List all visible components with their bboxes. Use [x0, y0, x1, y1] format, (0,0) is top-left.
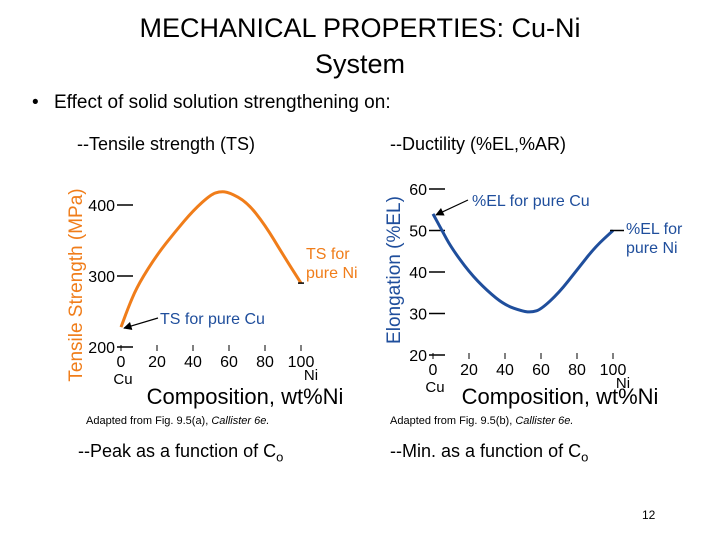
el-x-tick-label-60: 60: [532, 362, 550, 379]
left-caption: Adapted from Fig. 9.5(a), Callister 6e.: [86, 415, 269, 427]
el-x-end-label-ni: Ni: [616, 375, 630, 392]
el-y-tick-label-20: 20: [409, 348, 427, 365]
el-y-tick-label-50: 50: [409, 224, 427, 241]
right-bottom-sub: o: [581, 449, 589, 465]
bullet-point: • Effect of solid solution strengthening …: [32, 92, 391, 114]
el-y-axis-title: Elongation (%EL): [384, 196, 405, 344]
left-bottom-note: --Peak as a function of Co: [78, 441, 283, 465]
ts-y-tick-label-400: 400: [88, 198, 115, 215]
ts-x-tick-label-80: 80: [256, 354, 274, 371]
bullet-text: Effect of solid solution strengthening o…: [54, 92, 391, 113]
left-subtitle: --Tensile strength (TS): [77, 134, 256, 154]
right-caption-italic: Callister 6e.: [515, 415, 574, 427]
ts-x-end-label-ni: Ni: [304, 367, 318, 384]
ts-y-axis-title: Tensile Strength (MPa): [66, 188, 87, 381]
left-caption-italic: Callister 6e.: [211, 415, 270, 427]
el-x-tick-label-100: 100: [600, 362, 627, 379]
el-x-end-label-cu: Cu: [425, 379, 444, 396]
el-x-axis-title: Composition, wt%Ni: [462, 384, 659, 409]
ts-x-axis-title: Composition, wt%Ni: [147, 384, 344, 409]
right-caption: Adapted from Fig. 9.5(b), Callister 6e.: [390, 415, 573, 427]
slide-title: MECHANICAL PROPERTIES: Cu-Ni System: [0, 10, 720, 82]
el-y-tick-label-30: 30: [409, 307, 427, 324]
ts-x-tick-label-100: 100: [288, 354, 315, 371]
el-series-line: [431, 213, 615, 314]
title-line-1: MECHANICAL PROPERTIES: Cu-Ni: [139, 13, 581, 43]
el-annotation-cu: %EL for pure Cu: [472, 193, 590, 210]
ts-annotation-cu-arrow: [123, 317, 159, 330]
right-subtitle: --Ductility (%EL,%AR): [390, 134, 567, 154]
ts-annotation-cu: TS for pure Cu: [160, 311, 265, 328]
ts-annotation-ni: TS for pure Ni: [306, 246, 358, 282]
ts-x-tick-label-40: 40: [184, 354, 202, 371]
page-number: 12: [642, 508, 656, 522]
left-bottom-sub: o: [276, 449, 284, 465]
ts-x-tick-label-60: 60: [220, 354, 238, 371]
ts-series-line: [119, 190, 303, 328]
ts-x-end-label-cu: Cu: [113, 371, 132, 388]
left-bottom-text: --Peak as a function of C: [78, 441, 277, 461]
title-line-2: System: [314, 49, 406, 79]
bullet-dot: •: [32, 92, 39, 113]
left-caption-prefix: Adapted from Fig. 9.5(a),: [86, 415, 212, 427]
right-caption-prefix: Adapted from Fig. 9.5(b),: [390, 415, 516, 427]
el-y-tick-label-40: 40: [409, 265, 427, 282]
el-x-tick-label-80: 80: [568, 362, 586, 379]
right-bottom-note: --Min. as a function of Co: [390, 441, 588, 465]
el-x-tick-label-40: 40: [496, 362, 514, 379]
el-y-tick-label-60: 60: [409, 182, 427, 199]
ts-y-tick-label-300: 300: [88, 269, 115, 286]
ts-x-tick-label-20: 20: [148, 354, 166, 371]
el-annotation-cu-arrow: [435, 199, 469, 216]
el-x-tick-label-0: 0: [429, 362, 438, 379]
ts-x-tick-label-0: 0: [117, 354, 126, 371]
ts-y-tick-label-200: 200: [88, 340, 115, 357]
right-bottom-text: --Min. as a function of C: [390, 441, 582, 461]
el-x-tick-label-20: 20: [460, 362, 478, 379]
el-annotation-ni: %EL for pure Ni: [626, 221, 683, 257]
